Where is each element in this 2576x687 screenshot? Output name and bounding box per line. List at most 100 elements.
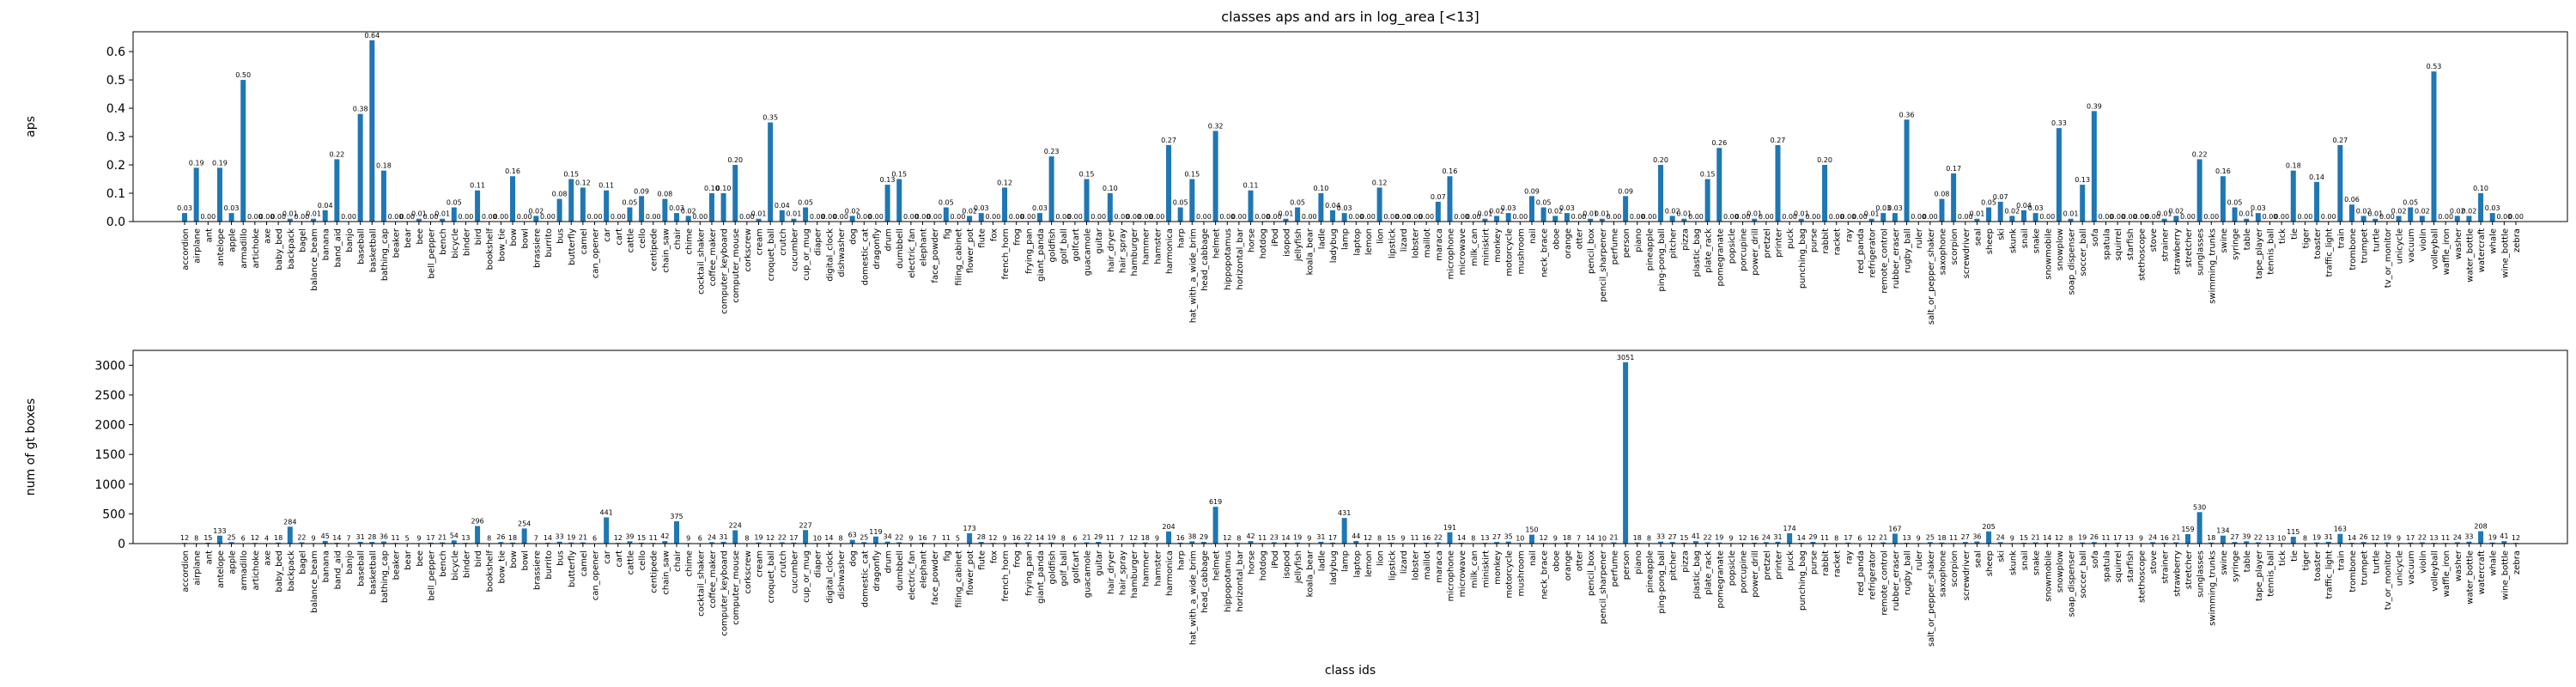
value-label: 0.01 xyxy=(283,210,298,218)
value-label: 0.00 xyxy=(951,213,966,221)
x-tick-label: sofa xyxy=(2091,228,2100,246)
bar xyxy=(884,541,890,544)
x-tick-label: hair_spray xyxy=(1118,228,1127,273)
bar xyxy=(662,541,668,544)
value-label: 0.00 xyxy=(1806,213,1821,221)
value-label: 0.02 xyxy=(962,207,977,215)
x-tick-label: tennis_ball xyxy=(2266,228,2275,275)
bar xyxy=(1096,541,1102,544)
x-tick-label: trombone xyxy=(2348,228,2358,271)
x-tick-label: table xyxy=(2243,550,2252,572)
x-tick-label: frying_pan xyxy=(1024,550,1034,596)
x-tick-label: bird xyxy=(474,228,483,245)
x-tick-label: dumbbell xyxy=(896,228,905,269)
x-tick-label: neck_brace xyxy=(1540,228,1550,277)
x-tick-label: diaper xyxy=(814,550,823,578)
x-tick-label: jellyfish xyxy=(1294,550,1303,584)
x-tick-label: armadillo xyxy=(240,550,249,591)
x-tick-label: guacamole xyxy=(1084,550,1093,598)
bar xyxy=(322,540,328,544)
bar xyxy=(978,542,984,544)
x-tick-label: sheep xyxy=(1985,228,1995,254)
bar xyxy=(369,542,375,544)
bar xyxy=(1658,541,1664,544)
x-tick-label: ladle xyxy=(1317,550,1327,571)
value-label: 0.07 xyxy=(1993,193,2008,201)
value-label: 0.00 xyxy=(341,213,356,221)
value-label: 0.03 xyxy=(224,204,240,212)
bar xyxy=(1248,541,1254,544)
bar xyxy=(1564,542,1570,544)
value-label: 0.00 xyxy=(868,213,884,221)
x-tick-label: hat_with_a_wide_brim xyxy=(1188,550,1198,645)
value-label: 9 xyxy=(416,534,421,542)
value-label: 0.19 xyxy=(212,159,228,167)
x-tick-label: screwdriver xyxy=(1962,228,1971,278)
x-tick-label: lamp xyxy=(1341,228,1351,250)
x-tick-label: dragonfly xyxy=(872,228,882,270)
x-tick-label: cup_or_mug xyxy=(802,228,811,281)
bar xyxy=(1540,207,1546,222)
value-label: 0.00 xyxy=(1020,213,1036,221)
value-label: 31 xyxy=(356,533,365,541)
bar xyxy=(2244,541,2250,544)
x-tick-label: horizontal_bar xyxy=(1236,228,1245,289)
x-tick-label: balance_beam xyxy=(310,228,319,291)
x-tick-label: bow_tie xyxy=(497,228,507,262)
x-tick-label: fox xyxy=(989,228,999,241)
value-label: 12 xyxy=(251,534,259,542)
bar xyxy=(1318,541,1324,544)
value-label: 0.02 xyxy=(2415,207,2430,215)
x-tick-label: unicycle xyxy=(2396,550,2405,586)
bar xyxy=(639,196,645,222)
value-label: 7 xyxy=(346,535,350,543)
x-tick-label: stretcher xyxy=(2184,228,2194,267)
value-label: 26 xyxy=(496,533,505,541)
x-tick-label: frog xyxy=(1013,228,1023,246)
value-label: 0.00 xyxy=(1267,213,1282,221)
value-label: 0.08 xyxy=(1935,191,1950,198)
x-tick-label: trumpet xyxy=(2360,228,2370,264)
value-label: 0.05 xyxy=(939,199,954,207)
x-tick-label: cocktail_shaker xyxy=(696,228,706,295)
value-label: 12 xyxy=(1540,534,1548,542)
value-label: 19 xyxy=(2078,534,2087,542)
bar xyxy=(357,541,363,544)
value-label: 0.03 xyxy=(1887,204,1903,212)
value-label: 18 xyxy=(1563,534,1571,542)
value-label: 0.00 xyxy=(1231,213,1247,221)
x-tick-label: wine_bottle xyxy=(2500,228,2510,278)
x-tick-label: rugby_ball xyxy=(1904,550,1913,595)
value-label: 0.00 xyxy=(1091,213,1106,221)
x-tick-label: microwave xyxy=(1458,228,1467,275)
chart-title: classes aps and ars in log_area [<13] xyxy=(1221,9,1479,26)
value-label: 0.09 xyxy=(1618,187,1633,195)
bar xyxy=(568,542,574,544)
x-tick-label: helmet xyxy=(1212,550,1222,581)
bar xyxy=(2068,218,2074,222)
value-label: 0.03 xyxy=(974,204,989,212)
x-tick-label: harmonica xyxy=(1165,550,1175,596)
x-tick-label: lizard xyxy=(1400,228,1409,252)
value-label: 0.00 xyxy=(1466,213,1481,221)
x-tick-label: antelope xyxy=(216,550,226,588)
value-label: 11 xyxy=(649,534,658,542)
value-label: 21 xyxy=(579,534,587,542)
x-tick-label: toaster xyxy=(2313,228,2323,258)
x-tick-label: car xyxy=(603,550,612,564)
value-label: 0.00 xyxy=(833,213,848,221)
value-label: 0.00 xyxy=(646,213,661,221)
value-label: 17 xyxy=(2113,534,2122,542)
value-label: 16 xyxy=(2160,534,2169,542)
value-label: 0.27 xyxy=(2332,137,2348,144)
x-tick-label: banana xyxy=(322,550,331,582)
bar xyxy=(978,213,984,222)
x-tick-label: hamburger xyxy=(1130,550,1139,598)
x-tick-label: golfcart xyxy=(1072,550,1081,584)
x-tick-label: zebra xyxy=(2512,228,2522,252)
bar xyxy=(1880,542,1886,544)
x-tick-label: skunk xyxy=(2008,550,2018,575)
value-label: 16 xyxy=(1422,534,1431,542)
bar xyxy=(639,542,645,544)
